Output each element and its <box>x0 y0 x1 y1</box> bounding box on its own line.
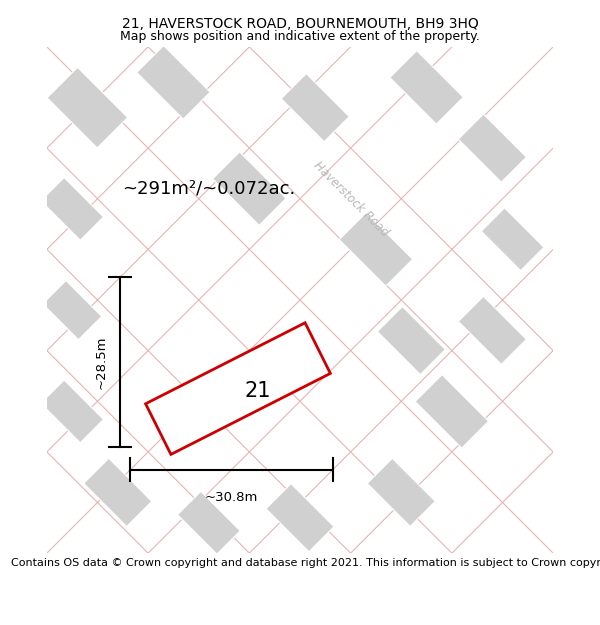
Polygon shape <box>481 208 544 271</box>
Text: ~28.5m: ~28.5m <box>95 335 107 389</box>
Polygon shape <box>178 491 240 554</box>
Polygon shape <box>458 114 526 182</box>
Polygon shape <box>458 296 526 364</box>
Text: 21, HAVERSTOCK ROAD, BOURNEMOUTH, BH9 3HQ: 21, HAVERSTOCK ROAD, BOURNEMOUTH, BH9 3H… <box>122 18 478 31</box>
Text: Map shows position and indicative extent of the property.: Map shows position and indicative extent… <box>120 30 480 43</box>
Polygon shape <box>146 322 331 454</box>
Polygon shape <box>41 177 104 240</box>
Polygon shape <box>339 213 413 286</box>
Polygon shape <box>377 306 445 374</box>
Polygon shape <box>390 51 463 124</box>
Polygon shape <box>266 484 334 552</box>
Polygon shape <box>212 152 286 226</box>
Polygon shape <box>41 380 104 442</box>
Polygon shape <box>137 46 210 119</box>
Polygon shape <box>415 374 488 448</box>
Polygon shape <box>47 68 128 148</box>
Text: Contains OS data © Crown copyright and database right 2021. This information is : Contains OS data © Crown copyright and d… <box>11 558 600 568</box>
Polygon shape <box>281 74 349 142</box>
Polygon shape <box>43 281 102 339</box>
Text: Haverstock Road: Haverstock Road <box>311 159 391 239</box>
Text: 21: 21 <box>245 381 271 401</box>
Polygon shape <box>367 458 435 526</box>
Text: ~291m²/~0.072ac.: ~291m²/~0.072ac. <box>122 179 296 198</box>
Text: ~30.8m: ~30.8m <box>205 491 259 504</box>
Polygon shape <box>84 458 152 526</box>
